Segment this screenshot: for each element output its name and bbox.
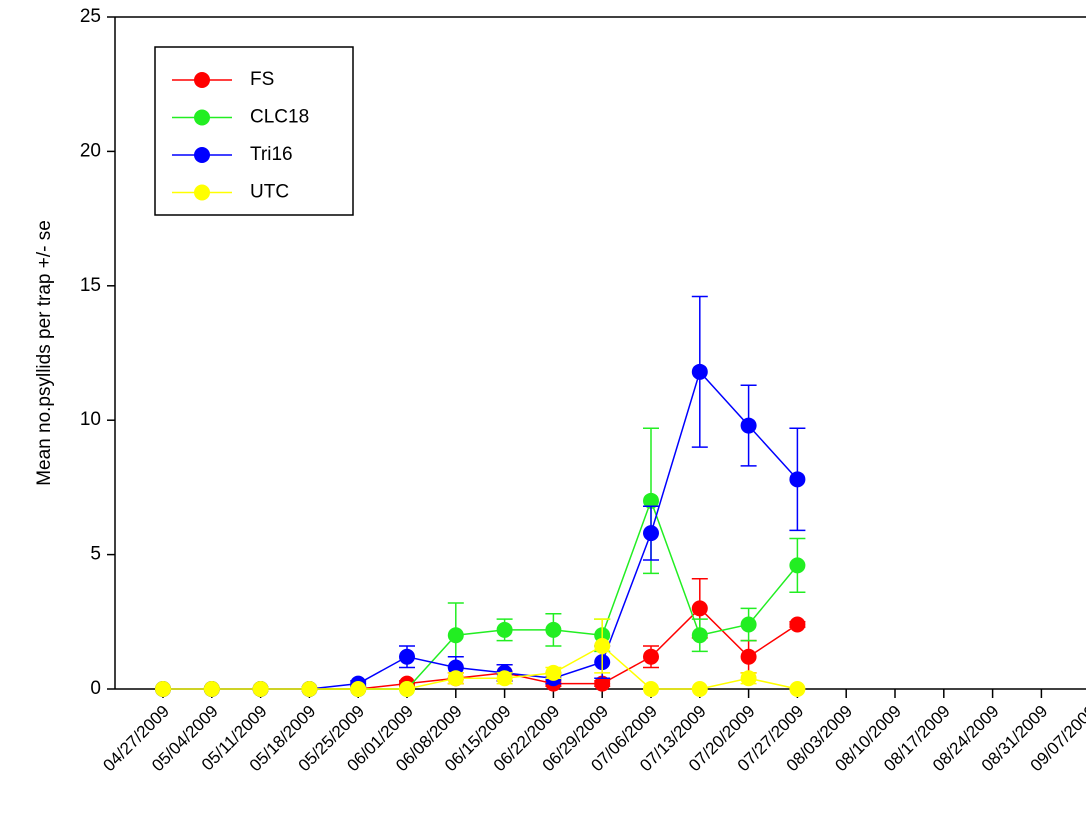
- marker: [399, 681, 415, 697]
- marker: [643, 525, 659, 542]
- marker: [740, 417, 757, 434]
- marker: [496, 670, 513, 687]
- y-tick-label: 10: [80, 409, 101, 430]
- y-tick-label: 5: [90, 544, 101, 565]
- legend-box: [154, 46, 354, 216]
- marker: [447, 670, 464, 687]
- y-axis-label: Mean no.psyllids per trap +/- se: [34, 220, 55, 486]
- y-tick-label: 20: [80, 140, 101, 161]
- marker: [252, 681, 269, 697]
- legend-marker: [194, 147, 210, 163]
- marker: [740, 616, 757, 633]
- marker: [740, 670, 757, 687]
- series-line: [163, 645, 798, 690]
- marker: [789, 681, 806, 697]
- marker: [789, 557, 806, 574]
- marker: [691, 600, 708, 617]
- marker: [350, 681, 367, 697]
- marker: [691, 681, 708, 697]
- marker: [594, 637, 611, 654]
- marker: [545, 621, 562, 638]
- legend-label: CLC18: [250, 107, 309, 128]
- y-tick-label: 0: [90, 678, 101, 699]
- legend-marker: [194, 184, 210, 201]
- marker: [789, 616, 806, 633]
- series-line: [163, 498, 798, 690]
- marker: [545, 664, 562, 681]
- y-tick-label: 25: [80, 6, 101, 27]
- marker: [643, 681, 659, 697]
- marker: [496, 621, 513, 638]
- marker: [155, 681, 171, 697]
- marker: [740, 648, 757, 665]
- marker: [594, 675, 611, 692]
- marker: [691, 627, 708, 644]
- legend-marker: [194, 72, 210, 88]
- marker: [643, 648, 659, 665]
- marker: [301, 681, 318, 697]
- marker: [789, 471, 806, 488]
- marker: [447, 627, 464, 644]
- legend-label: Tri16: [250, 144, 293, 165]
- legend-marker: [194, 109, 210, 126]
- marker: [203, 681, 220, 697]
- series-line: [163, 607, 798, 690]
- marker: [399, 648, 415, 665]
- legend-label: UTC: [250, 182, 289, 203]
- legend-label: FS: [250, 69, 274, 90]
- y-tick-label: 15: [80, 275, 101, 296]
- marker: [691, 363, 708, 380]
- marker: [643, 492, 659, 509]
